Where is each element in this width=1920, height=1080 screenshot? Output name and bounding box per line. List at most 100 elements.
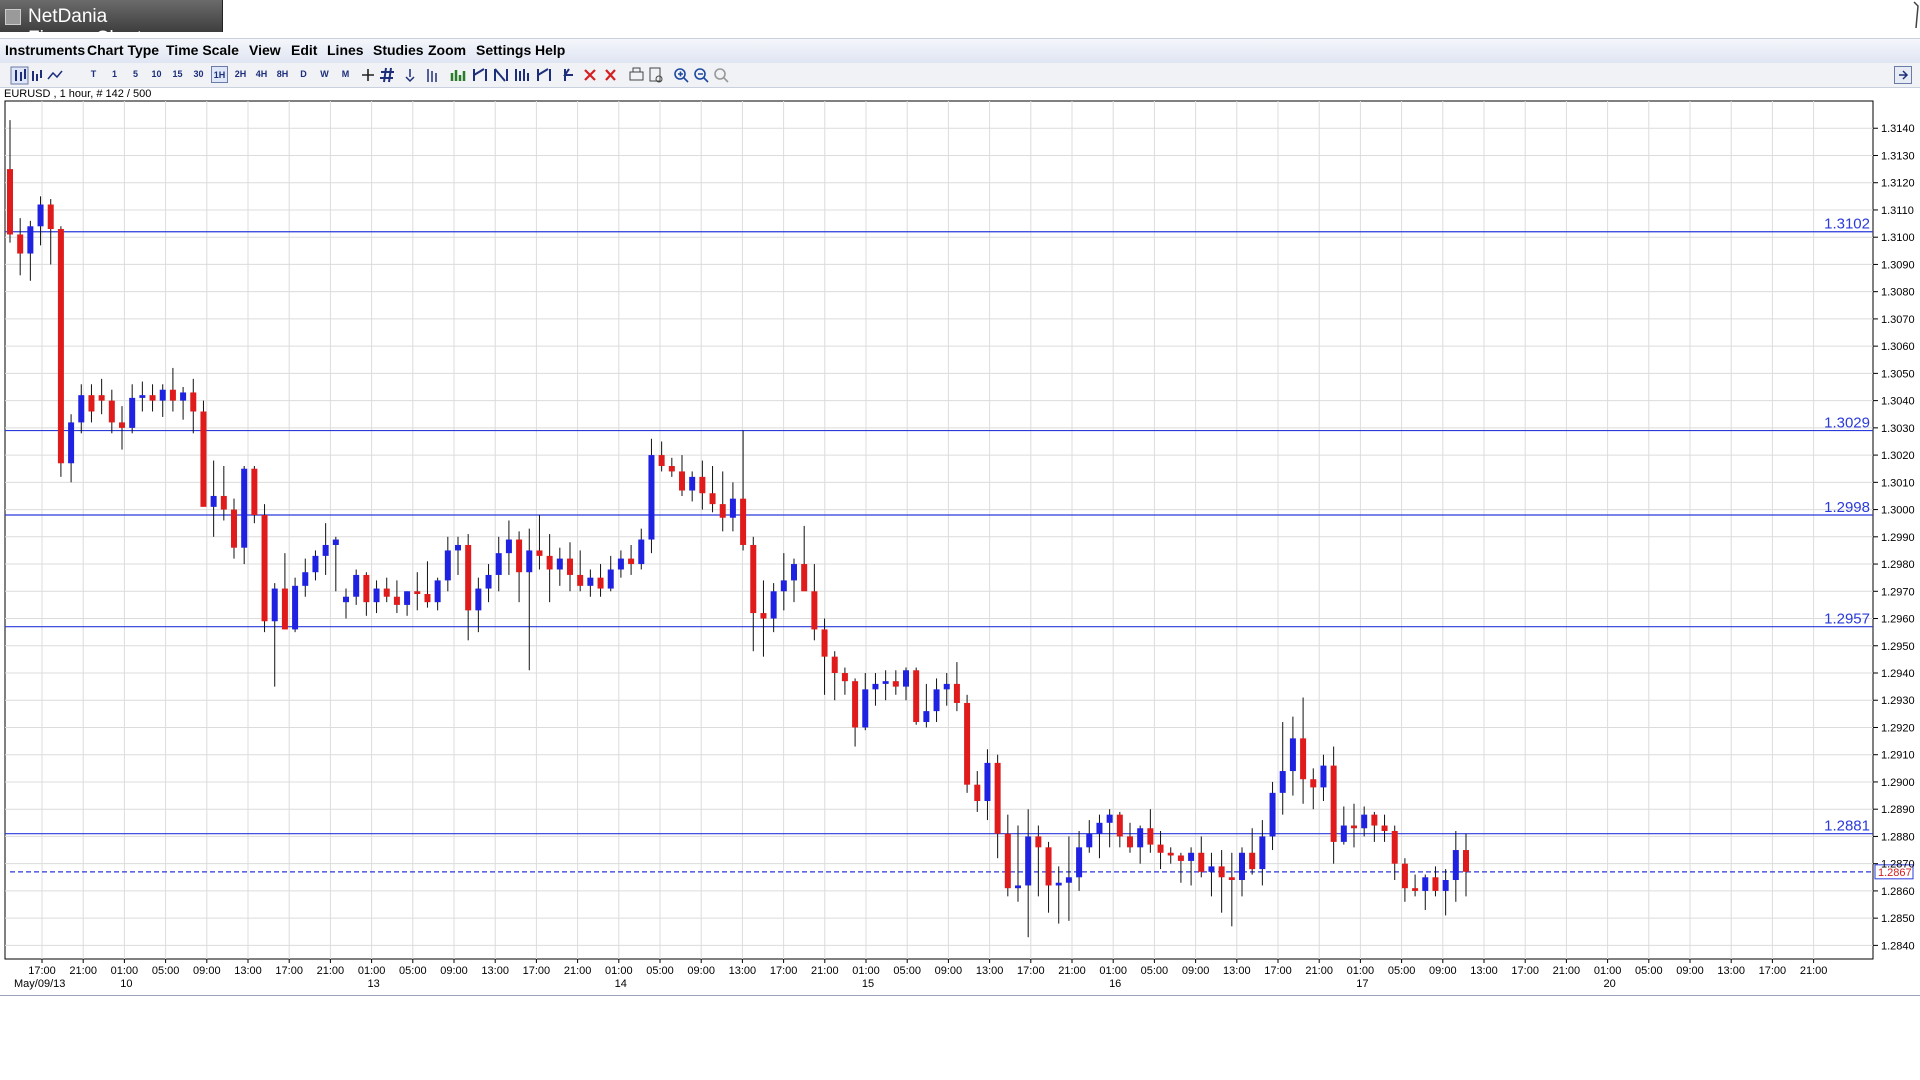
x-tick-label: 21:00	[1305, 965, 1333, 977]
time-button-w[interactable]: W	[320, 69, 329, 79]
candle-body	[353, 574, 360, 597]
candle-body	[78, 395, 85, 423]
time-button-4h[interactable]: 4H	[255, 69, 268, 79]
candle-body	[180, 392, 187, 401]
candle-body	[984, 762, 991, 802]
menu-instruments[interactable]: Instruments	[5, 42, 86, 58]
candle-body	[455, 544, 461, 551]
tool-icons[interactable]	[362, 65, 742, 85]
x-tick-label: 09:00	[1429, 965, 1457, 977]
candle-body	[1188, 852, 1195, 861]
time-button-5[interactable]: 5	[132, 69, 138, 79]
current-price-label: 1.2867	[1878, 867, 1912, 879]
candle-body	[709, 493, 716, 505]
time-button-30[interactable]: 30	[193, 69, 204, 79]
y-tick-label: 1.2840	[1881, 940, 1915, 952]
y-tick-label: 1.3090	[1881, 259, 1915, 271]
menu-edit[interactable]: Edit	[291, 42, 318, 58]
x-tick-label: 21:00	[317, 965, 345, 977]
x-tick-label: 17:00	[1511, 965, 1539, 977]
y-tick-label: 1.2960	[1881, 614, 1915, 626]
candle-body	[841, 673, 848, 682]
candle-body	[1228, 877, 1235, 881]
y-tick-label: 1.2900	[1881, 777, 1915, 789]
candle-body	[964, 702, 971, 785]
panel-toggle-icon[interactable]	[1894, 66, 1912, 84]
candle-body	[1137, 828, 1144, 848]
window-corner-icon	[1913, 1, 1919, 29]
candle-body	[760, 613, 767, 619]
y-tick-label: 1.3130	[1881, 150, 1915, 162]
candle-body	[923, 711, 930, 723]
y-tick-label: 1.2950	[1881, 641, 1915, 653]
candle-body	[1167, 852, 1174, 856]
candlestick-chart[interactable]: 1.3102 1.3029 1.2998 1.2957 1.2881 1.2867 1.3…	[0, 98, 1920, 998]
menu-help[interactable]: Help	[535, 42, 566, 58]
time-button-t[interactable]: T	[90, 69, 97, 79]
candle-body	[607, 569, 614, 589]
candle-body	[1351, 825, 1357, 829]
time-button-2h[interactable]: 2H	[234, 69, 247, 79]
candle-body	[1116, 814, 1123, 837]
date-label: 20	[1603, 978, 1615, 990]
y-tick-label: 1.2990	[1881, 532, 1915, 544]
time-button-10[interactable]: 10	[151, 69, 162, 79]
candle-body	[1147, 828, 1154, 845]
x-tick-label: 05:00	[399, 965, 427, 977]
date-label: 15	[862, 978, 874, 990]
candle-body	[526, 550, 533, 573]
candle-body	[424, 594, 431, 603]
candle-body	[994, 762, 1001, 834]
candle-body	[1432, 877, 1439, 891]
y-tick-label: 1.3060	[1881, 341, 1915, 353]
time-button-d[interactable]: D	[300, 69, 307, 79]
menu-studies[interactable]: Studies	[373, 42, 424, 58]
date-label: 13	[367, 978, 379, 990]
candle-body	[383, 588, 390, 597]
candle-body	[1198, 852, 1205, 872]
y-tick-label: 1.3110	[1881, 205, 1914, 217]
time-button-1h[interactable]: 1H	[211, 66, 228, 83]
candle-body	[628, 558, 635, 565]
y-tick-label: 1.3140	[1881, 123, 1915, 135]
time-button-1[interactable]: 1	[111, 69, 117, 79]
candle-body	[974, 784, 981, 802]
level-label: 1.2998	[1824, 499, 1870, 516]
chart-type-icons[interactable]	[8, 65, 64, 85]
menu-view[interactable]: View	[249, 42, 281, 58]
candle-body	[617, 558, 624, 570]
time-button-m[interactable]: M	[341, 69, 350, 79]
menu-time-scale[interactable]: Time Scale	[166, 42, 239, 58]
candle-body	[1249, 852, 1256, 870]
candle-body	[770, 591, 777, 619]
candle-body	[648, 455, 655, 540]
candle-body	[791, 564, 797, 581]
menu-lines[interactable]: Lines	[327, 42, 364, 58]
candle-body	[638, 539, 645, 565]
menu-settings[interactable]: Settings	[476, 42, 532, 58]
time-button-15[interactable]: 15	[172, 69, 183, 79]
candle-body	[444, 550, 451, 581]
x-tick-label: 17:00	[1759, 965, 1787, 977]
x-tick-label: 01:00	[852, 965, 880, 977]
candle-body	[1127, 836, 1133, 848]
menu-bar: Instruments Chart Type Time Scale View E…	[0, 38, 1920, 64]
candle-body	[1208, 866, 1215, 872]
time-button-8h[interactable]: 8H	[276, 69, 289, 79]
x-tick-label: 17:00	[523, 965, 551, 977]
candle-body	[17, 234, 24, 254]
candle-body	[220, 495, 227, 510]
menu-zoom[interactable]: Zoom	[428, 42, 467, 58]
candle-body	[1106, 814, 1113, 823]
x-tick-label: 21:00	[1800, 965, 1828, 977]
menu-chart-type[interactable]: Chart Type	[87, 42, 160, 58]
current-price-box	[1874, 864, 1914, 880]
candle-body	[210, 495, 217, 507]
candle-body	[943, 683, 950, 690]
candle-body	[913, 670, 920, 723]
y-tick-label: 1.3010	[1881, 477, 1915, 489]
candle-body	[953, 683, 960, 703]
candle-body	[699, 476, 706, 494]
y-tick-label: 1.2860	[1881, 886, 1915, 898]
x-tick-label: 01:00	[358, 965, 386, 977]
